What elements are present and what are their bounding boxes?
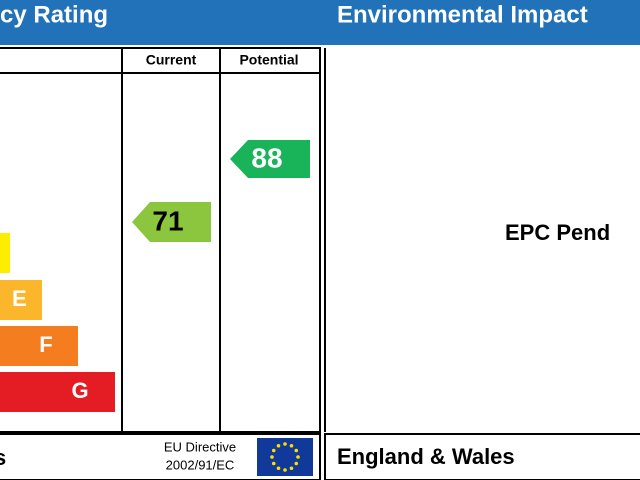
- energy-footer: s: [0, 445, 6, 470]
- environment-footer: England & Wales: [337, 444, 515, 469]
- band-label: G: [71, 378, 88, 403]
- eu-stars: [270, 442, 300, 472]
- band-d: [0, 233, 10, 273]
- header-band: [0, 0, 640, 45]
- eu-star: [289, 443, 294, 448]
- potential-arrow: [230, 140, 310, 178]
- epc-status: EPC Pend: [505, 220, 610, 245]
- column-header: Current: [146, 52, 197, 68]
- eu-star: [283, 442, 287, 446]
- eu-star: [271, 448, 276, 453]
- eu-star: [276, 443, 281, 448]
- energy-title: cy Rating: [0, 1, 108, 28]
- band-f: [0, 326, 78, 366]
- potential-rating: 88: [251, 142, 282, 173]
- band-label: F: [39, 332, 52, 357]
- current-rating: 71: [152, 205, 183, 236]
- eu-star: [294, 461, 299, 466]
- directive-line: EU Directive: [164, 439, 236, 454]
- eu-star: [296, 455, 300, 459]
- band-e: [0, 280, 42, 320]
- eu-star: [271, 461, 276, 466]
- eu-star: [289, 466, 294, 471]
- eu-star: [283, 468, 287, 472]
- directive-line: 2002/91/EC: [166, 457, 235, 472]
- current-arrow: [132, 202, 211, 242]
- band-g: [0, 372, 115, 412]
- eu-star: [270, 455, 274, 459]
- band-label: E: [12, 286, 27, 311]
- energy-frame: [0, 47, 321, 433]
- eu-star: [294, 448, 299, 453]
- environment-footer-frame: [324, 433, 640, 480]
- column-header: Potential: [239, 52, 298, 68]
- eu-star: [276, 466, 281, 471]
- energy-footer-frame: [0, 433, 321, 480]
- environment-title: Environmental Impact: [337, 1, 588, 28]
